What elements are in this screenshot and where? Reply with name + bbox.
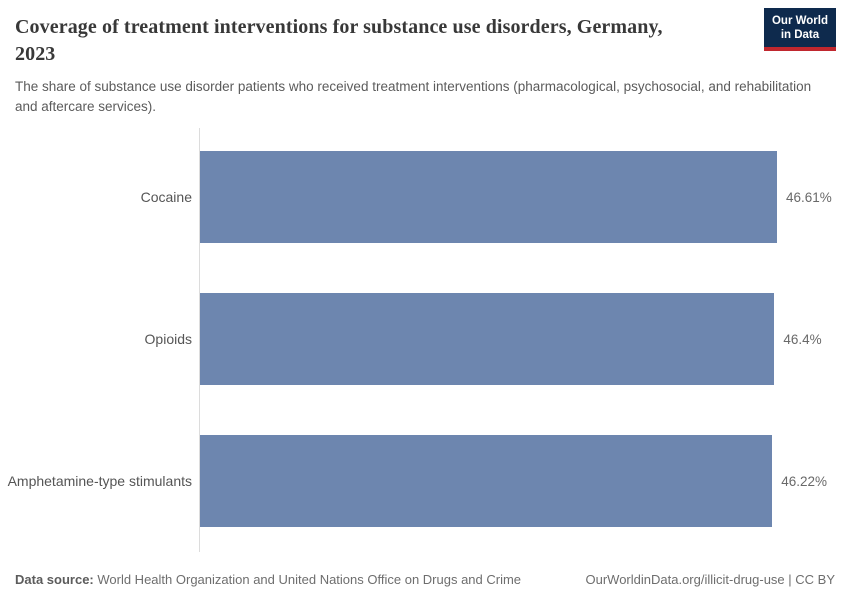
bar — [199, 435, 773, 527]
bar-track: 46.22% — [199, 435, 850, 527]
value-label: 46.22% — [781, 473, 827, 489]
chart-footer: Data source: World Health Organization a… — [15, 572, 835, 587]
owid-logo-line2: in Data — [780, 29, 820, 41]
y-axis-line — [199, 128, 200, 552]
bar-row: Cocaine 46.61% — [0, 126, 850, 268]
category-label: Opioids — [144, 331, 192, 347]
data-source-label: Data source: — [15, 572, 94, 587]
bar-chart: Cocaine 46.61% Opioids 46.4% Amphetamine-typ… — [0, 126, 850, 552]
bar-row: Amphetamine-type stimulants 46.22% — [0, 410, 850, 552]
owid-logo-line1: Our World — [771, 15, 828, 27]
data-source-note: Data source: World Health Organization a… — [15, 572, 521, 587]
value-label: 46.4% — [783, 331, 822, 347]
owid-logo: Our World in Data — [763, 8, 836, 51]
category-label: Cocaine — [140, 189, 192, 205]
chart-subtitle: The share of substance use disorder pati… — [15, 79, 812, 114]
bar — [199, 151, 777, 243]
category-label: Amphetamine-type stimulants — [7, 473, 192, 489]
bar-row: Opioids 46.4% — [0, 268, 850, 410]
chart-title: Coverage of treatment interventions for … — [15, 16, 663, 65]
bar-rows: Cocaine 46.61% Opioids 46.4% Amphetamine-typ… — [0, 126, 850, 552]
chart-header: Coverage of treatment interventions for … — [15, 14, 835, 117]
bar-track: 46.61% — [199, 151, 850, 243]
value-label: 46.61% — [786, 189, 832, 205]
bar — [199, 293, 775, 385]
data-source-text: World Health Organization and United Nat… — [93, 572, 522, 587]
attribution-link: OurWorldinData.org/illicit-drug-use | CC… — [585, 572, 836, 587]
bar-track: 46.4% — [199, 293, 850, 385]
